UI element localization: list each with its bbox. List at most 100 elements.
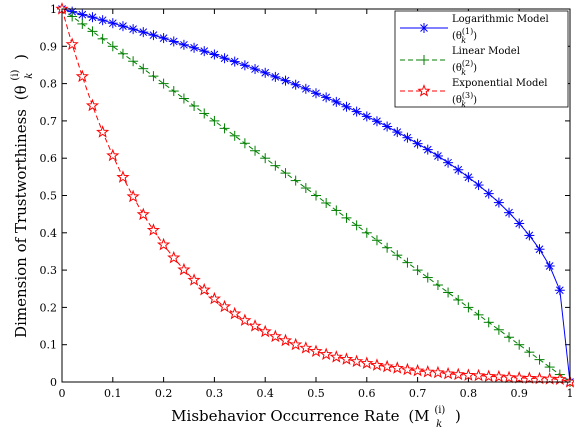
data-point-logarithmic	[178, 39, 189, 50]
data-point-exponential	[482, 369, 496, 383]
data-point-linear	[229, 130, 240, 141]
x-axis-label-symbol: (M	[408, 407, 429, 425]
data-point-exponential	[278, 333, 293, 347]
data-point-logarithmic	[483, 188, 494, 199]
data-point-exponential	[116, 170, 130, 183]
legend-sublabel-logarithmic: (θ(1) k)	[452, 27, 477, 45]
x-tick-label: 0.2	[155, 387, 173, 400]
data-point-logarithmic	[534, 244, 545, 255]
data-point-linear	[270, 160, 281, 171]
y-tick-label: 0.6	[40, 152, 58, 165]
data-point-logarithmic	[493, 197, 504, 208]
data-point-logarithmic	[199, 46, 210, 57]
data-point-linear	[514, 339, 525, 350]
x-axis-label-sub: k	[436, 419, 442, 430]
legend-sublabel-exponential-close: )	[473, 95, 477, 106]
data-point-logarithmic	[158, 33, 169, 44]
x-tick-label: 0.5	[307, 387, 325, 400]
x-tick-label: 0.4	[256, 387, 274, 400]
data-point-linear	[504, 332, 515, 343]
legend-marker-exponential	[417, 84, 431, 97]
data-point-exponential	[471, 368, 486, 382]
data-point-linear	[77, 18, 88, 29]
plot-area-frame	[61, 8, 571, 383]
x-tick-label: 0.8	[460, 387, 478, 400]
data-point-logarithmic	[138, 27, 149, 38]
legend-sublabel-logarithmic-symbol: (θ	[452, 31, 462, 42]
data-point-exponential	[126, 189, 140, 203]
data-point-exponential	[258, 324, 272, 338]
data-point-logarithmic	[422, 144, 433, 155]
y-axis-label-main: Dimension of Trustworthiness	[12, 109, 30, 338]
y-tick-label: 0.1	[40, 339, 58, 352]
legend-sublabel-exponential-sub: k	[461, 100, 466, 109]
data-point-linear	[341, 212, 352, 223]
legend-sublabel-logarithmic-sub: k	[461, 36, 466, 45]
data-point-logarithmic	[97, 15, 108, 26]
data-point-logarithmic	[351, 106, 362, 117]
data-point-logarithmic	[87, 12, 98, 23]
data-point-linear	[493, 324, 504, 335]
data-point-exponential	[228, 306, 242, 320]
data-point-exponential	[248, 319, 262, 332]
data-point-exponential	[492, 369, 506, 383]
y-axis-label: Dimension of Trustworthiness (θ (i) k )	[4, 54, 36, 338]
data-point-linear	[168, 86, 179, 97]
data-point-linear	[300, 183, 311, 194]
y-axis-label-close: )	[12, 54, 30, 60]
data-point-logarithmic	[117, 21, 128, 32]
data-point-linear	[158, 78, 169, 89]
data-point-exponential	[85, 98, 100, 112]
data-point-linear	[371, 235, 382, 246]
data-point-logarithmic	[392, 127, 403, 138]
data-point-linear	[483, 317, 494, 328]
x-tick-label: 0.7	[409, 387, 427, 400]
data-point-logarithmic	[473, 180, 484, 191]
y-tick-label: 0.8	[40, 78, 58, 91]
y-tick-label: 0	[50, 376, 57, 389]
data-point-exponential	[167, 250, 181, 264]
data-point-linear	[128, 56, 139, 67]
data-point-exponential	[339, 352, 354, 365]
data-point-logarithmic	[77, 9, 88, 20]
data-point-logarithmic	[250, 64, 261, 75]
y-tick-label: 0.7	[40, 115, 58, 128]
data-point-linear	[524, 347, 535, 358]
data-point-exponential	[289, 337, 303, 351]
data-point-logarithmic	[361, 111, 372, 122]
data-point-linear	[392, 250, 403, 261]
x-tick-label: 0.9	[510, 387, 528, 400]
data-point-exponential	[197, 282, 211, 296]
data-point-logarithmic	[453, 164, 464, 175]
data-point-exponential	[238, 313, 252, 327]
data-point-linear	[290, 175, 301, 186]
data-point-exponential	[96, 125, 110, 138]
data-point-logarithmic	[209, 49, 220, 60]
data-point-exponential	[451, 367, 465, 381]
data-point-logarithmic	[189, 42, 200, 53]
data-point-linear	[250, 145, 261, 156]
data-point-linear	[178, 93, 189, 104]
ticks-layer: 0 0.1 0.2 0.3 0.4 0.5 0.6 0.7 0.8 0.9 1 0 0.1 0.2 0.3 0…	[40, 3, 574, 400]
data-point-logarithmic	[504, 207, 515, 218]
data-point-logarithmic	[432, 150, 443, 161]
y-tick-label: 0.9	[40, 40, 58, 53]
legend-sublabel-linear-sup: (2)	[462, 59, 473, 68]
data-point-exponential	[350, 354, 364, 368]
x-tick-label: 0.6	[358, 387, 376, 400]
legend-label-linear: Linear Model	[452, 46, 520, 57]
data-point-exponential	[177, 262, 191, 276]
legend-sublabel-exponential-symbol: (θ	[452, 95, 462, 106]
y-axis-label-sup: (i)	[10, 69, 21, 80]
data-point-exponential	[217, 299, 232, 313]
legend-marker-logarithmic	[419, 23, 429, 33]
data-point-logarithmic	[463, 172, 474, 183]
data-point-linear	[351, 220, 362, 231]
data-point-linear	[534, 354, 545, 365]
legend-sublabel-logarithmic-sup: (1)	[462, 27, 473, 36]
data-point-logarithmic	[239, 60, 250, 71]
data-point-linear	[280, 168, 291, 179]
data-point-linear	[432, 280, 443, 291]
data-point-linear	[453, 294, 464, 305]
